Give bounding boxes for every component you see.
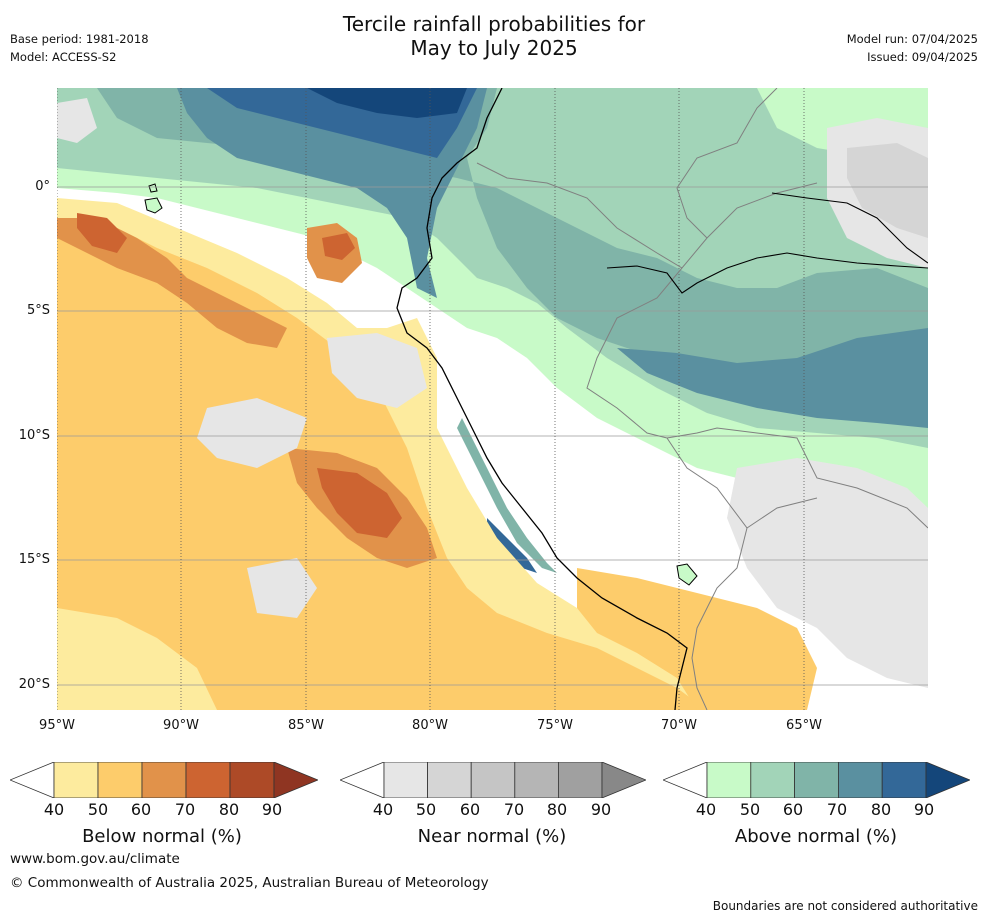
lon-label-90w: 90°W xyxy=(163,718,199,733)
above-normal-70-region xyxy=(97,88,928,388)
tick-above-70: 70 xyxy=(826,800,848,819)
disclaimer-text: Boundaries are not considered authoritat… xyxy=(712,899,978,913)
lat-label-5s: 5°S xyxy=(26,303,50,318)
tick-above-50: 50 xyxy=(739,800,761,819)
lake-titicaca xyxy=(676,563,698,586)
model-run-text: Model run: 07/04/2025 xyxy=(846,32,978,46)
above-normal-90-top xyxy=(307,88,467,118)
colorbar-below-normal-svg xyxy=(10,762,318,798)
coastline xyxy=(396,88,688,710)
map-title: Tercile rainfall probabilities for May t… xyxy=(0,12,988,60)
colorbar-title-below: Below normal (%) xyxy=(82,826,242,847)
header-left: Base period: 1981-2018 Model: ACCESS-S2 xyxy=(10,30,149,66)
tick-near-90: 90 xyxy=(590,800,612,819)
tick-near-40: 40 xyxy=(372,800,394,819)
tick-below-80: 80 xyxy=(218,800,240,819)
base-period-text: Base period: 1981-2018 xyxy=(10,32,149,46)
lon-label-75w: 75°W xyxy=(537,718,573,733)
lon-label-70w: 70°W xyxy=(661,718,697,733)
lon-label-95w: 95°W xyxy=(39,718,75,733)
tick-near-80: 80 xyxy=(546,800,568,819)
header-right: Model run: 07/04/2025 Issued: 09/04/2025 xyxy=(847,30,978,66)
colorbar-segment xyxy=(53,762,99,798)
tick-above-60: 60 xyxy=(782,800,804,819)
rainfall-probability-map xyxy=(57,88,928,710)
country-borders xyxy=(476,88,928,710)
colorbar-title-near: Near normal (%) xyxy=(417,826,567,847)
colorbar-segment xyxy=(750,762,796,798)
title-line-1: Tercile rainfall probabilities for xyxy=(342,12,646,36)
amazon-mouth xyxy=(771,192,928,264)
colorbar-arrow-low xyxy=(10,762,55,798)
colorbar-segment xyxy=(706,762,752,798)
tick-above-40: 40 xyxy=(695,800,717,819)
tick-below-50: 50 xyxy=(87,800,109,819)
lon-label-65w: 65°W xyxy=(786,718,822,733)
colorbar-segment xyxy=(794,762,839,798)
copyright-text: © Commonwealth of Australia 2025, Austra… xyxy=(10,875,489,891)
colorbar-above-normal-svg xyxy=(663,762,970,798)
above-normal-80-east xyxy=(617,328,928,428)
near-normal-patch-3 xyxy=(727,458,928,688)
colorbar-segment xyxy=(185,762,231,798)
lat-label-15s: 15°S xyxy=(18,552,50,567)
colorbar-near-normal xyxy=(340,762,646,798)
tick-near-60: 60 xyxy=(459,800,481,819)
colorbar-segment xyxy=(837,762,883,798)
colorbar-segment xyxy=(881,762,927,798)
website-link[interactable]: www.bom.gov.au/climate xyxy=(10,851,180,867)
tick-below-90: 90 xyxy=(261,800,283,819)
near-normal-patch-1 xyxy=(197,398,307,468)
colorbar-title-above: Above normal (%) xyxy=(734,826,898,847)
tick-above-80: 80 xyxy=(870,800,892,819)
near-normal-patch-7 xyxy=(57,98,97,143)
lat-label-10s: 10°S xyxy=(18,428,50,443)
colorbar-segment xyxy=(557,762,603,798)
tick-above-90: 90 xyxy=(913,800,935,819)
near-normal-patch-6 xyxy=(247,558,317,618)
above-normal-coastal-core xyxy=(487,518,537,573)
colorbar-segment xyxy=(141,762,187,798)
tick-near-50: 50 xyxy=(415,800,437,819)
near-normal-patch-5 xyxy=(847,143,928,238)
colorbar-segment xyxy=(229,762,275,798)
colorbar-arrow-low xyxy=(663,762,708,798)
lon-label-80w: 80°W xyxy=(412,718,448,733)
tick-near-70: 70 xyxy=(503,800,525,819)
colorbar-segment xyxy=(514,762,559,798)
near-normal-patch-2 xyxy=(327,333,427,408)
below-normal-80-patch xyxy=(322,233,355,260)
colorbar-arrow-high xyxy=(601,762,646,798)
colorbar-arrow-low xyxy=(340,762,385,798)
colorbar-segment xyxy=(427,762,472,798)
lat-label-0: 0° xyxy=(35,179,50,194)
galapagos-islands xyxy=(144,183,163,214)
model-text: Model: ACCESS-S2 xyxy=(10,50,117,64)
below-normal-80-south xyxy=(317,468,402,538)
colorbar-near-normal-svg xyxy=(340,762,646,798)
issued-text: Issued: 09/04/2025 xyxy=(867,50,978,64)
tick-below-40: 40 xyxy=(43,800,65,819)
below-normal-60-east xyxy=(577,568,817,710)
lon-label-85w: 85°W xyxy=(288,718,324,733)
colorbar-segment xyxy=(470,762,516,798)
amazon-river xyxy=(606,252,928,294)
colorbar-below-normal xyxy=(10,762,318,798)
colorbar-segment xyxy=(97,762,143,798)
below-normal-80-region xyxy=(77,213,127,253)
colorbar-arrow-high xyxy=(273,762,318,798)
below-normal-60-region xyxy=(57,218,707,710)
lat-label-20s: 20°S xyxy=(18,677,50,692)
colorbar-above-normal xyxy=(663,762,970,798)
tick-below-70: 70 xyxy=(174,800,196,819)
colorbar-segment xyxy=(383,762,428,798)
tick-below-60: 60 xyxy=(130,800,152,819)
above-normal-coastal-strip xyxy=(457,418,557,573)
colorbar-arrow-high xyxy=(925,762,970,798)
title-line-2: May to July 2025 xyxy=(410,36,578,60)
